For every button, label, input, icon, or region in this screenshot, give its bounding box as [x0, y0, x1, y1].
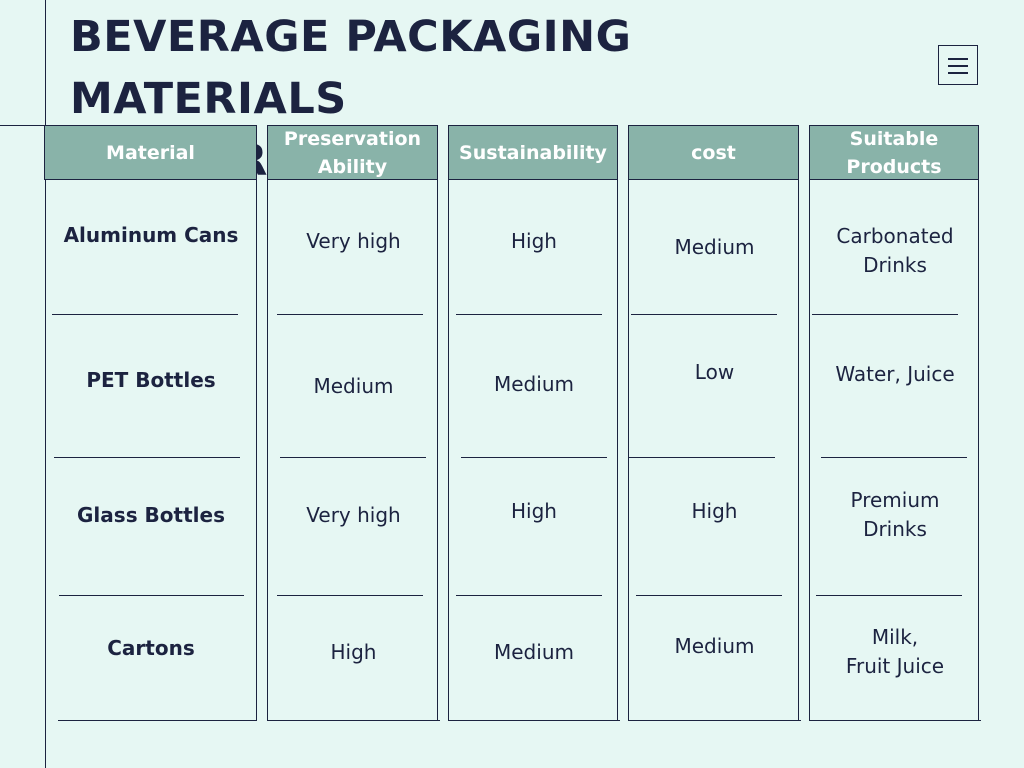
column-header: Suitable Products — [809, 125, 979, 180]
table-column: Suitable Products Carbonated Drinks Water,… — [809, 125, 981, 721]
table-cell: Carbonated Drinks — [836, 224, 954, 277]
column-bottom-rule — [267, 720, 440, 721]
row-divider — [54, 457, 240, 458]
table-cell: Very high — [306, 228, 401, 253]
menu-button[interactable] — [938, 45, 978, 85]
table-column: cost Medium Low High Medium — [628, 125, 801, 721]
table-column: Preservation Ability Very high Medium Very … — [267, 125, 440, 721]
table-cell: Milk, Fruit Juice — [845, 625, 945, 678]
row-label: PET Bottles — [86, 367, 216, 392]
left-margin-line — [45, 0, 46, 768]
row-divider — [277, 314, 423, 315]
column-bottom-rule — [58, 720, 256, 721]
left-accent-line — [0, 125, 46, 126]
table-column: Sustainability High Medium High Medium — [448, 125, 620, 721]
row-divider — [812, 314, 958, 315]
table-cell: High — [511, 228, 557, 253]
column-header: Material — [44, 125, 257, 180]
table-cell: Medium — [674, 633, 755, 658]
table-cell: Water, Juice — [835, 361, 955, 386]
row-divider — [456, 314, 602, 315]
column-header: Preservation Ability — [267, 125, 438, 180]
row-divider — [631, 314, 777, 315]
column-header: Sustainability — [448, 125, 618, 180]
column-bottom-rule — [448, 720, 620, 721]
table-cell: Medium — [674, 234, 755, 259]
row-label: Cartons — [107, 635, 195, 660]
row-divider — [821, 457, 967, 458]
table-column: Material Aluminum Cans PET Bottles Glass Bo… — [44, 125, 257, 721]
table-cell: High — [691, 498, 738, 523]
column-bottom-rule — [628, 720, 801, 721]
row-divider — [52, 314, 238, 315]
table-cell: Medium — [494, 371, 574, 396]
table-cell: High — [511, 498, 557, 523]
table-cell: Medium — [313, 373, 394, 398]
column-bottom-rule — [809, 720, 981, 721]
table-cell: Low — [694, 359, 735, 384]
row-divider — [816, 595, 962, 596]
column-header: cost — [628, 125, 799, 180]
row-divider — [628, 457, 775, 458]
table-cell: Very high — [306, 502, 401, 527]
table-cell: Premium Drinks — [850, 488, 940, 541]
title-line-1: BEVERAGE PACKAGING MATERIALS — [70, 12, 632, 124]
row-divider — [461, 457, 607, 458]
row-divider — [456, 595, 602, 596]
row-divider — [280, 457, 426, 458]
table-cell: Medium — [494, 639, 574, 664]
row-label: Aluminum Cans — [63, 222, 239, 247]
row-divider — [636, 595, 782, 596]
row-label: Glass Bottles — [77, 502, 225, 527]
row-divider — [277, 595, 423, 596]
table-cell: High — [330, 639, 377, 664]
row-divider — [59, 595, 244, 596]
